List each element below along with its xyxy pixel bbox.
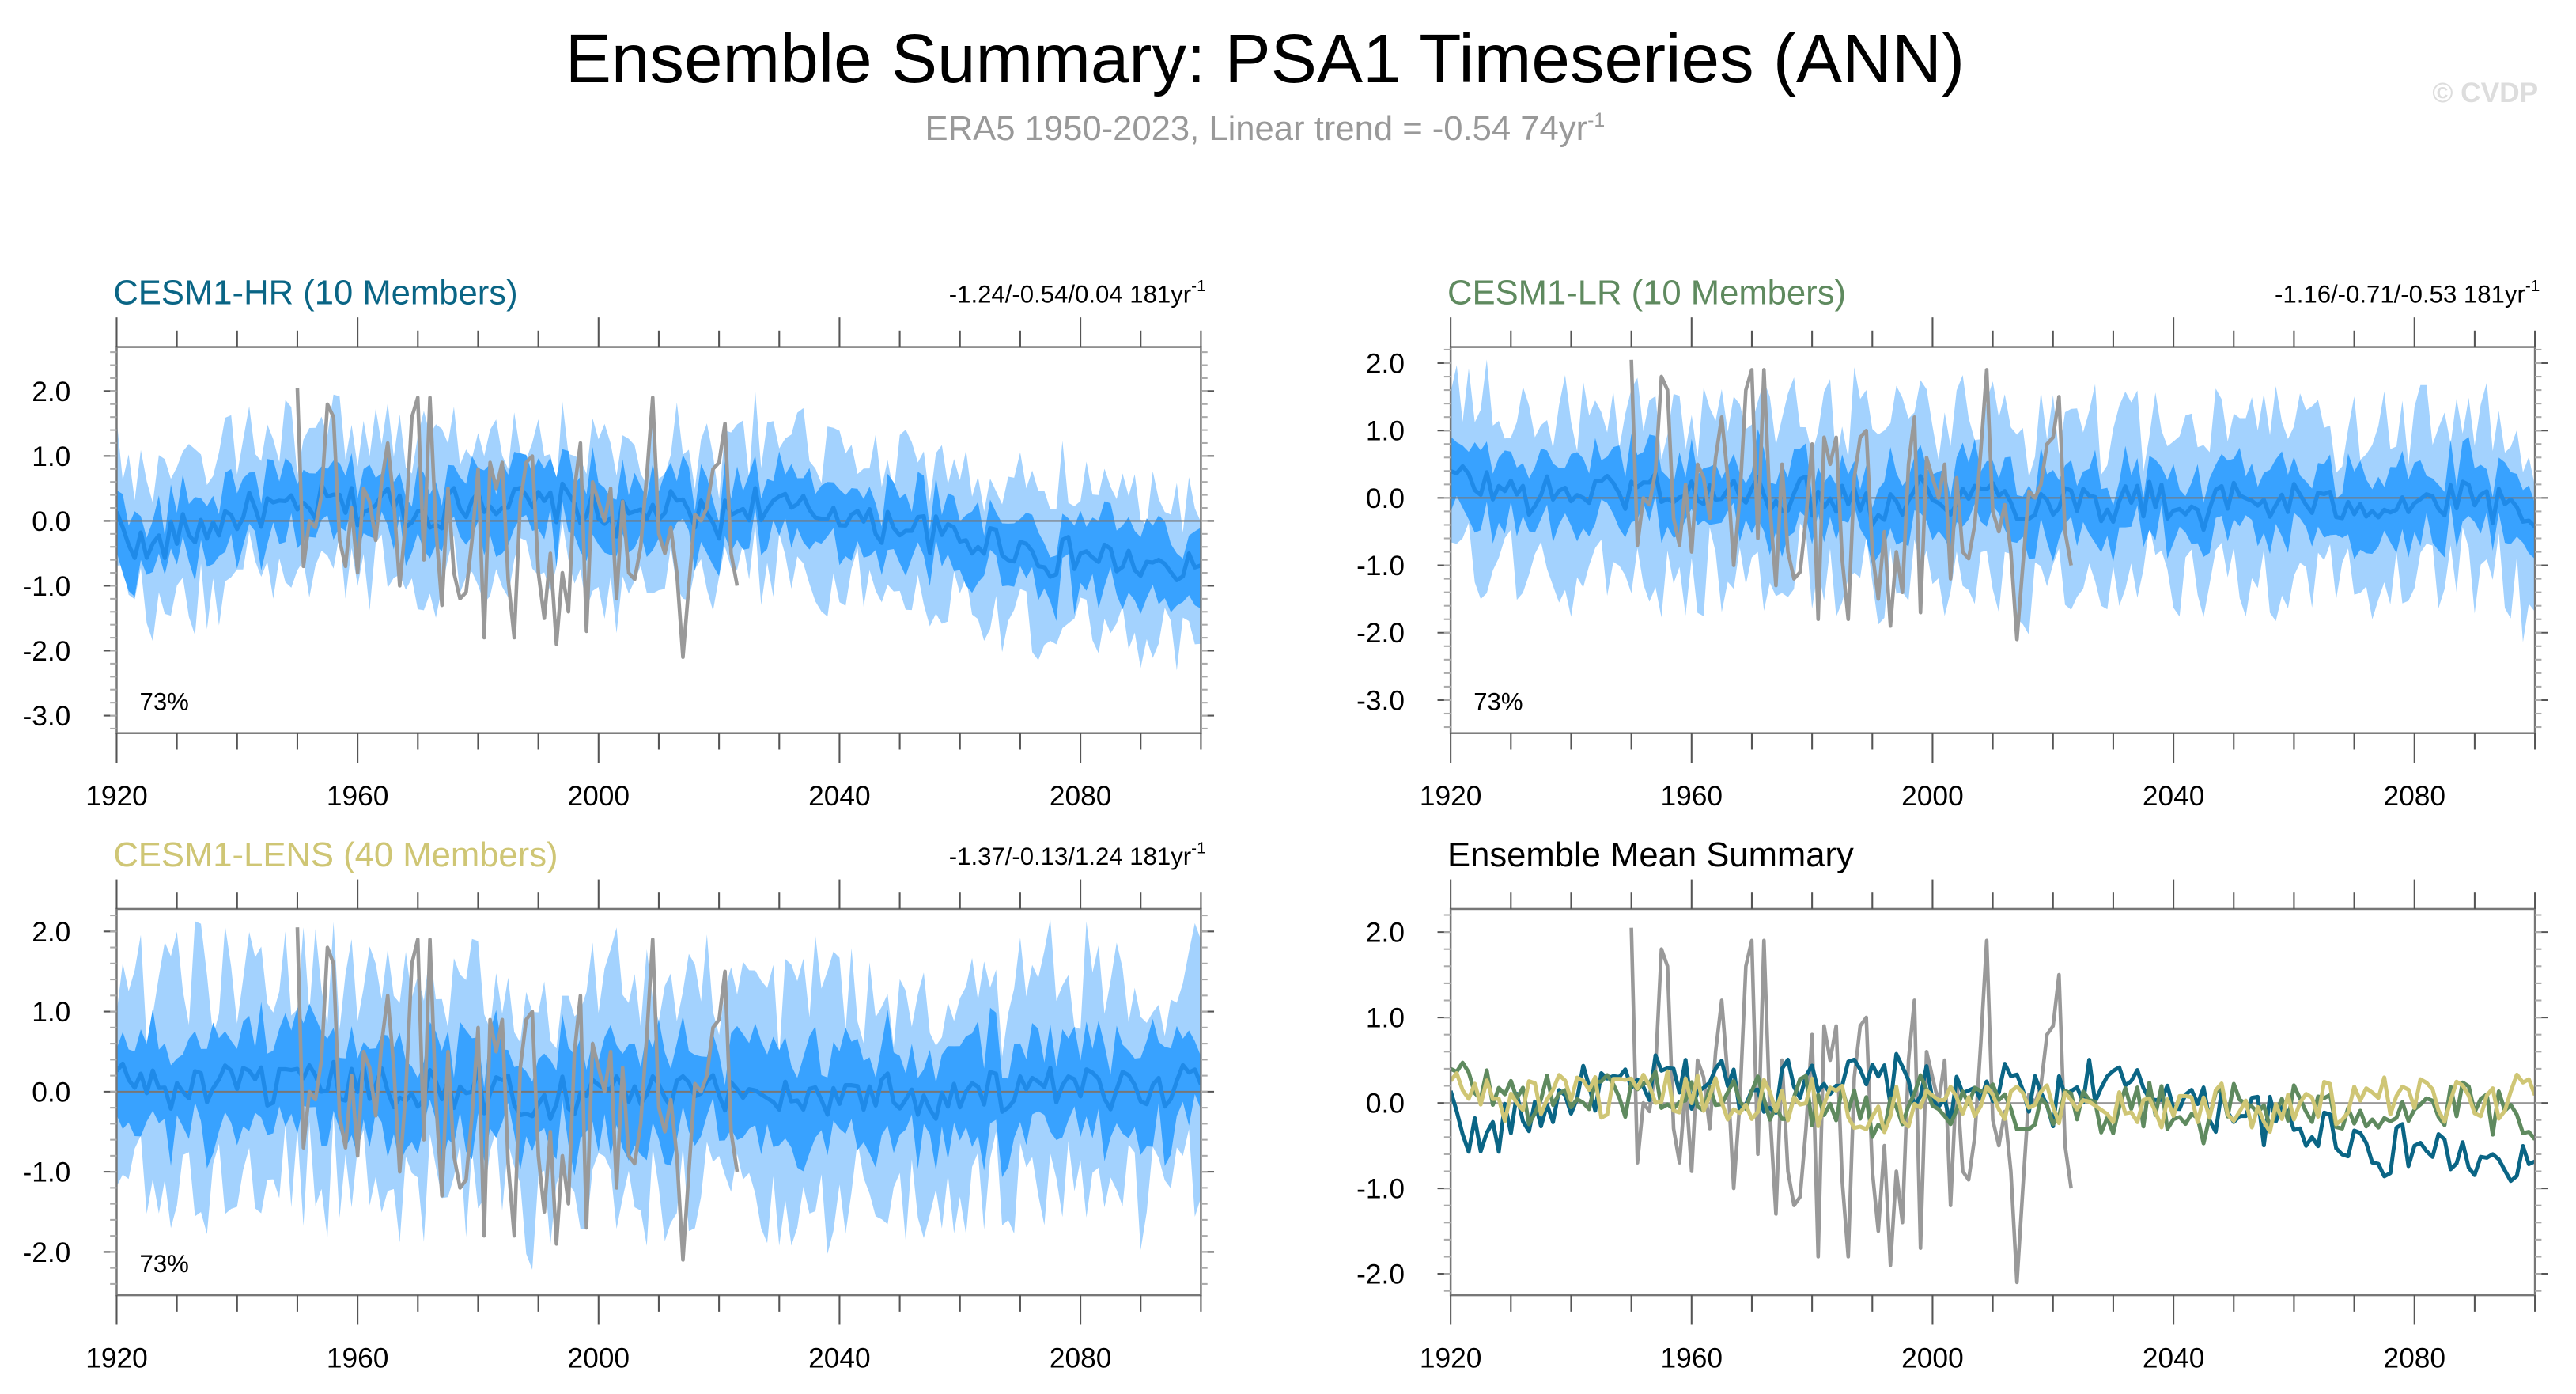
x-tick-label: 2040 <box>808 1343 871 1373</box>
y-tick-label: 0.0 <box>32 506 70 537</box>
y-tick-label: 1.0 <box>32 441 70 472</box>
y-tick-label: -1.0 <box>22 571 70 602</box>
x-tick-label: 2000 <box>568 781 630 812</box>
trend-text: -1.24/-0.54/0.04 181yr <box>949 280 1191 308</box>
x-tick-label: 1960 <box>1661 781 1723 812</box>
plot-area <box>1451 927 2536 1285</box>
x-tick-label: 1920 <box>85 1343 148 1373</box>
plot-area <box>116 388 1201 671</box>
trend-label: -1.37/-0.13/1.24 181yr-1 <box>949 839 1206 870</box>
x-tick-label: 2040 <box>2143 781 2205 812</box>
y-tick-label: -2.0 <box>22 636 70 667</box>
figure-subtitle: ERA5 1950-2023, Linear trend = -0.54 74y… <box>925 109 1606 148</box>
y-tick-label: -2.0 <box>1356 618 1405 649</box>
era5-obs-line <box>295 388 740 660</box>
trend-text: -1.37/-0.13/1.24 181yr <box>949 843 1191 870</box>
trend-superscript: -1 <box>1191 839 1205 857</box>
plot-area <box>1451 359 2536 642</box>
x-tick-label: 2080 <box>1050 781 1112 812</box>
x-tick-label: 2080 <box>1050 1343 1112 1373</box>
y-tick-label: 2.0 <box>1366 348 1405 379</box>
trend-label: -1.24/-0.54/0.04 181yr-1 <box>949 277 1206 309</box>
y-tick-label: -1.0 <box>1356 551 1405 581</box>
era5-obs-line <box>1629 359 2073 642</box>
x-tick-label: 2080 <box>2383 1343 2445 1373</box>
cvdp-watermark: © CVDP <box>2432 78 2538 108</box>
y-tick-label: -2.0 <box>1356 1260 1405 1290</box>
figure-title: Ensemble Summary: PSA1 Timeseries (ANN) <box>566 21 1965 97</box>
trend-superscript: -1 <box>2525 277 2540 295</box>
y-tick-label: 1.0 <box>32 997 70 1028</box>
plot-area <box>116 919 1201 1270</box>
x-tick-label: 1920 <box>1420 1343 1482 1373</box>
y-tick-label: 0.0 <box>1366 1089 1405 1119</box>
trend-superscript: -1 <box>1191 277 1205 295</box>
y-tick-label: 0.0 <box>32 1077 70 1108</box>
trend-label: -1.16/-0.71/-0.53 181yr-1 <box>2275 277 2540 309</box>
x-tick-label: 2040 <box>2143 1343 2205 1373</box>
panel-hr: 73% -1.24/-0.54/0.04 181yr-1 CESM1-HR (10 … <box>22 275 1215 812</box>
y-tick-label: 2.0 <box>32 377 70 407</box>
x-tick-label: 2000 <box>1901 781 1964 812</box>
x-tick-label: 1920 <box>1420 781 1482 812</box>
x-tick-label: 1920 <box>85 781 148 812</box>
percent-label: 73% <box>140 1250 189 1278</box>
percent-label: 73% <box>140 688 189 716</box>
x-tick-label: 2040 <box>808 781 871 812</box>
y-tick-label: -3.0 <box>1356 685 1405 716</box>
panel-lens: 73% -1.37/-0.13/1.24 181yr-1 CESM1-LENS (4… <box>22 836 1215 1373</box>
percent-label: 73% <box>1473 688 1523 716</box>
panel-title: CESM1-LENS (40 Members) <box>113 836 558 874</box>
lens-mean-line <box>1451 1069 2536 1135</box>
panel-title: CESM1-LR (10 Members) <box>1447 275 1846 313</box>
panel-lr: 73% -1.16/-0.71/-0.53 181yr-1 CESM1-LR (10… <box>1356 275 2548 812</box>
panel-summary: Ensemble Mean Summary 2.0 1.0 0.0 -1.0 -2.0 19… <box>1356 836 2548 1373</box>
panel-title: CESM1-HR (10 Members) <box>113 275 517 313</box>
y-tick-label: -1.0 <box>22 1157 70 1188</box>
y-tick-label: -1.0 <box>1356 1174 1405 1205</box>
y-tick-label: 0.0 <box>1366 483 1405 514</box>
y-tick-label: 2.0 <box>32 917 70 948</box>
trend-text: -1.16/-0.71/-0.53 181yr <box>2275 280 2525 308</box>
x-tick-label: 1960 <box>1661 1343 1723 1373</box>
era5-obs-line <box>295 927 740 1262</box>
subtitle-text: ERA5 1950-2023, Linear trend = -0.54 74y… <box>925 110 1588 148</box>
x-tick-label: 2080 <box>2383 781 2445 812</box>
x-tick-label: 1960 <box>327 1343 389 1373</box>
x-tick-label: 2000 <box>1901 1343 1964 1373</box>
y-tick-label: 1.0 <box>1366 416 1405 447</box>
subtitle-superscript: -1 <box>1587 109 1605 131</box>
y-tick-label: -3.0 <box>22 701 70 732</box>
x-tick-label: 1960 <box>327 781 389 812</box>
panel-title: Ensemble Mean Summary <box>1447 836 1854 874</box>
y-tick-label: -2.0 <box>22 1237 70 1268</box>
y-tick-label: 1.0 <box>1366 1003 1405 1034</box>
y-tick-label: 2.0 <box>1366 918 1405 949</box>
x-tick-label: 2000 <box>568 1343 630 1373</box>
